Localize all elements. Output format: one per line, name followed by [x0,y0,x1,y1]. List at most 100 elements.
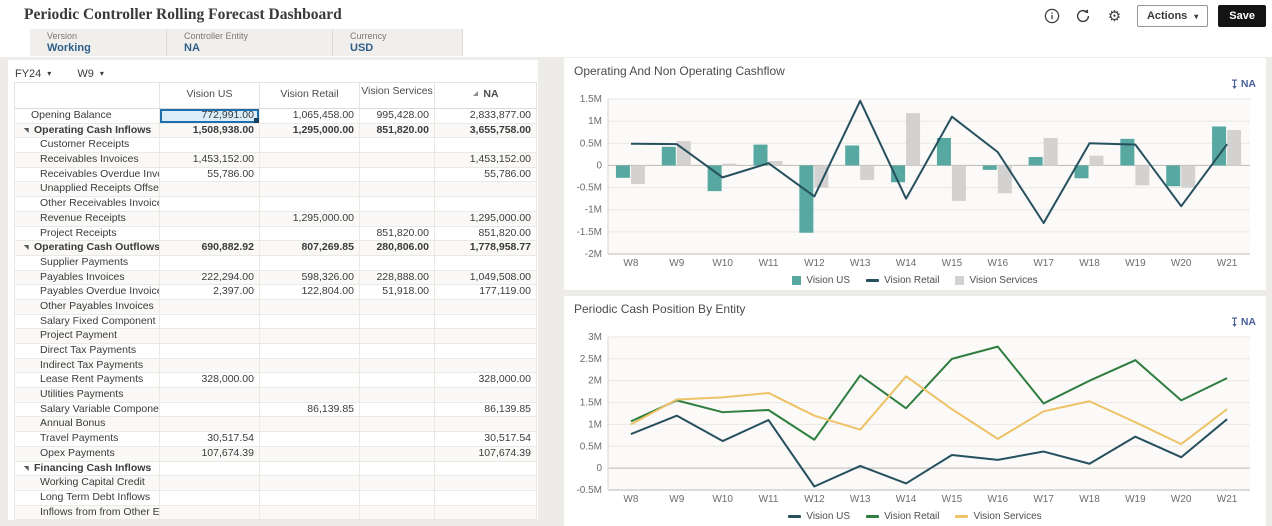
value-cell[interactable] [435,138,537,153]
row-label-cell[interactable]: Revenue Receipts [14,211,160,226]
value-cell[interactable]: 2,833,877.00 [435,109,537,123]
collapse-twisty-icon[interactable]: ◥ [24,465,29,472]
value-cell[interactable] [160,197,260,211]
row-label-cell[interactable]: Travel Payments [14,432,160,446]
row-label-cell[interactable]: Other Payables Invoices [14,299,160,314]
value-cell[interactable]: 1,508,938.00 [160,123,260,138]
value-cell[interactable]: 51,918.00 [360,285,435,299]
collapse-twisty-icon[interactable]: ◥ [24,127,29,134]
value-cell[interactable]: 86,139.85 [435,402,537,417]
value-cell[interactable]: 1,295,000.00 [260,211,360,226]
value-cell[interactable] [260,182,360,197]
value-cell[interactable] [435,461,537,476]
value-cell[interactable] [360,314,435,329]
value-cell[interactable] [360,211,435,226]
value-cell[interactable] [260,138,360,153]
row-label-cell[interactable]: ◥ Operating Cash Inflows [14,123,160,138]
row-label-cell[interactable]: Payables Invoices [14,270,160,285]
value-cell[interactable] [260,490,360,505]
gear-icon[interactable]: ⚙ [1107,7,1122,25]
value-cell[interactable] [360,402,435,417]
value-cell[interactable] [160,417,260,432]
value-cell[interactable] [160,344,260,358]
value-cell[interactable] [260,167,360,182]
value-cell[interactable] [160,505,260,520]
pov-currency[interactable]: Currency USD [333,29,463,56]
value-cell[interactable]: 690,882.92 [160,241,260,255]
value-cell[interactable]: 851,820.00 [360,226,435,241]
value-cell[interactable] [260,417,360,432]
row-label-cell[interactable]: Unapplied Receipts Offset [14,182,160,197]
value-cell[interactable]: 30,517.54 [160,432,260,446]
value-cell[interactable] [160,182,260,197]
row-label-cell[interactable]: Payables Overdue Invoices [14,285,160,299]
value-cell[interactable] [360,182,435,197]
refresh-icon[interactable] [1075,8,1092,25]
value-cell[interactable] [435,505,537,520]
value-cell[interactable] [160,138,260,153]
info-icon[interactable] [1044,8,1061,25]
value-cell[interactable] [360,138,435,153]
row-label-cell[interactable]: Lease Rent Payments [14,373,160,388]
value-cell[interactable] [435,299,537,314]
value-cell[interactable]: 280,806.00 [360,241,435,255]
row-label-cell[interactable]: Salary Fixed Component [14,314,160,329]
value-cell[interactable] [435,388,537,402]
value-cell[interactable] [260,461,360,476]
value-cell[interactable] [160,402,260,417]
row-label-cell[interactable]: Annual Bonus [14,417,160,432]
value-cell[interactable] [360,329,435,343]
value-cell[interactable] [435,417,537,432]
value-cell[interactable]: 55,786.00 [435,167,537,182]
value-cell[interactable] [360,490,435,505]
value-cell[interactable] [160,226,260,241]
value-cell[interactable]: 995,428.00 [360,109,435,123]
value-cell[interactable] [435,490,537,505]
value-cell[interactable] [435,329,537,343]
value-cell[interactable] [360,255,435,270]
value-cell[interactable] [160,211,260,226]
value-cell[interactable] [360,358,435,373]
value-cell[interactable] [360,476,435,490]
collapse-twisty-icon[interactable]: ◥ [24,245,29,252]
value-cell[interactable] [260,505,360,520]
chart-pov-na[interactable]: NA [1231,316,1256,328]
value-cell[interactable]: 177,119.00 [435,285,537,299]
column-header-vision-retail[interactable]: Vision Retail [260,83,360,108]
value-cell[interactable] [160,388,260,402]
row-label-cell[interactable]: ◥ Financing Cash Inflows [14,461,160,476]
value-cell[interactable] [360,417,435,432]
value-cell[interactable] [260,358,360,373]
value-cell[interactable]: 851,820.00 [435,226,537,241]
value-cell[interactable] [160,314,260,329]
value-cell[interactable] [260,373,360,388]
value-cell[interactable] [160,476,260,490]
value-cell[interactable] [435,344,537,358]
value-cell[interactable] [360,505,435,520]
value-cell[interactable] [435,255,537,270]
column-header-vision-us[interactable]: Vision US [160,83,260,108]
value-cell[interactable] [360,197,435,211]
value-cell[interactable] [435,476,537,490]
row-label-cell[interactable]: Project Payment [14,329,160,343]
row-label-cell[interactable]: Long Term Debt Inflows [14,490,160,505]
value-cell[interactable] [435,358,537,373]
value-cell[interactable] [260,153,360,167]
row-label-cell[interactable]: Project Receipts [14,226,160,241]
row-label-cell[interactable]: Receivables Overdue Invoices [14,167,160,182]
value-cell[interactable] [160,461,260,476]
row-label-cell[interactable]: Utilities Payments [14,388,160,402]
value-cell[interactable]: 1,049,508.00 [435,270,537,285]
value-cell[interactable] [360,299,435,314]
value-cell[interactable]: 1,065,458.00 [260,109,360,123]
value-cell[interactable] [260,329,360,343]
value-cell[interactable]: 1,453,152.00 [160,153,260,167]
chart-pov-na[interactable]: NA [1231,78,1256,90]
value-cell[interactable] [260,432,360,446]
value-cell[interactable]: 30,517.54 [435,432,537,446]
value-cell[interactable] [260,344,360,358]
value-cell[interactable] [360,373,435,388]
value-cell[interactable] [260,255,360,270]
pov-value[interactable]: USD [350,42,374,54]
value-cell[interactable] [260,299,360,314]
